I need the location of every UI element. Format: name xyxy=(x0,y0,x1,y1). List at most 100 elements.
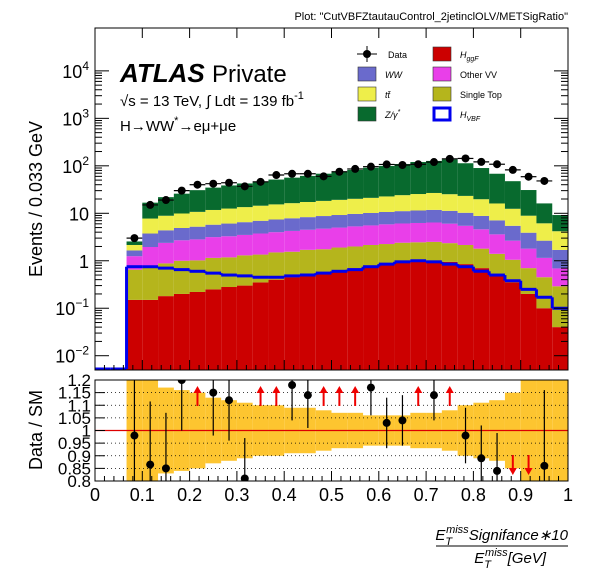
x-tick-label: 0.9 xyxy=(508,485,533,505)
stack-bar xyxy=(315,200,332,217)
data-point xyxy=(398,161,407,170)
stack-bar xyxy=(473,168,490,200)
stack-bar xyxy=(536,277,553,309)
stack-bar xyxy=(158,197,174,216)
ratio-point xyxy=(225,396,234,405)
legend-label: tt̄ xyxy=(385,90,391,100)
stack-bar xyxy=(489,173,505,204)
y-tick-label: 102 xyxy=(62,154,89,177)
stack-bar xyxy=(173,260,190,294)
ratio-point xyxy=(429,391,438,400)
stack-bar xyxy=(189,226,206,240)
stack-bar xyxy=(252,254,269,283)
process-label: H→WW*→eμ+μe xyxy=(120,115,236,135)
legend-swatch xyxy=(357,86,377,102)
stack-bar xyxy=(299,201,316,218)
data-point xyxy=(193,180,202,189)
stack-bar xyxy=(268,232,285,253)
stack-bar xyxy=(552,249,568,269)
legend-name: WW xyxy=(385,70,403,80)
stack-bar xyxy=(410,222,427,243)
stack-bar xyxy=(189,211,206,227)
data-point xyxy=(209,179,218,188)
legend-item: Data xyxy=(357,46,407,62)
stack-bar xyxy=(473,268,490,370)
stack-bar xyxy=(158,230,174,243)
data-point xyxy=(288,169,297,178)
stack-bar xyxy=(205,224,222,238)
stack-bar xyxy=(457,195,474,213)
stack-bar xyxy=(394,223,411,243)
process-b: →eμ+μe xyxy=(178,118,236,135)
legend-swatch xyxy=(432,66,452,82)
stack-bar xyxy=(363,197,379,213)
stack-bar xyxy=(489,220,505,235)
data-point xyxy=(445,154,454,163)
ratio-arrow-head xyxy=(256,386,265,393)
stack-bar xyxy=(189,260,206,292)
stack-bar xyxy=(441,159,458,195)
ratio-arrow-head xyxy=(335,386,344,393)
ratio-arrow-head xyxy=(508,468,517,475)
stack-bar xyxy=(142,246,159,267)
stack-bar xyxy=(221,185,237,209)
stack-bar xyxy=(536,223,553,241)
ratio-arrow-head xyxy=(445,386,454,393)
ratio-y-tick-label: 1.15 xyxy=(58,384,91,403)
stack-bar xyxy=(126,269,143,300)
stack-bar xyxy=(158,242,174,264)
stack-bar xyxy=(189,239,206,261)
stack-bar xyxy=(331,199,348,216)
energy-label: √s = 13 TeV, ∫ Ldt = 139 fb-1 xyxy=(120,90,304,110)
stack-bar xyxy=(410,210,427,223)
stack-bar xyxy=(394,262,411,370)
stack-bar xyxy=(299,249,316,276)
stack-bar xyxy=(394,242,411,263)
stack-bar xyxy=(363,212,379,226)
stack-bar xyxy=(315,249,332,274)
y-tick-exponent: −1 xyxy=(75,296,89,310)
data-point xyxy=(351,164,360,173)
stack-bar xyxy=(189,291,206,370)
stack-bar xyxy=(441,210,458,224)
y-tick-exponent: 3 xyxy=(82,106,89,120)
stack-bar xyxy=(489,253,505,276)
stack-bar xyxy=(504,240,521,260)
stack-bar xyxy=(520,215,537,233)
data-point xyxy=(130,234,139,243)
stack-bar xyxy=(126,244,143,251)
stack-bar xyxy=(347,198,364,214)
x-tick-label: 0.5 xyxy=(319,485,344,505)
stack-bar xyxy=(158,215,174,231)
data-point xyxy=(461,154,470,163)
stack-bar xyxy=(473,199,490,216)
xt: miss xyxy=(485,547,508,559)
stack-bar xyxy=(363,244,379,267)
stack-bar xyxy=(315,273,332,370)
stack-bar xyxy=(378,224,395,245)
legend-name: H xyxy=(460,110,467,120)
stack-bar xyxy=(284,218,300,231)
data-point xyxy=(319,172,328,181)
experiment-label: ATLAS xyxy=(119,58,205,88)
ratio-arrow-head xyxy=(272,386,281,393)
stack-bar xyxy=(221,257,237,288)
stack-bar xyxy=(142,266,159,300)
data-point xyxy=(161,196,170,205)
stack-bar xyxy=(426,260,442,370)
stack-bar xyxy=(504,208,521,226)
stack-bar xyxy=(142,299,159,370)
ratio-arrow-head xyxy=(524,468,533,475)
stack-bar xyxy=(268,179,285,205)
ratio-arrow-head xyxy=(319,386,328,393)
stack-bar xyxy=(126,250,143,257)
stack-bar xyxy=(347,213,364,227)
stack-bar xyxy=(252,282,269,370)
x-tick-label: 0.8 xyxy=(461,485,486,505)
stack-bar xyxy=(410,261,427,370)
stack-bar xyxy=(378,244,395,265)
plot-label: Plot: "CutVBFZtautauControl_2jetinclOLV/… xyxy=(294,11,568,23)
stack-bar xyxy=(173,293,190,370)
ratio-point xyxy=(303,391,312,400)
data-point xyxy=(429,158,438,167)
